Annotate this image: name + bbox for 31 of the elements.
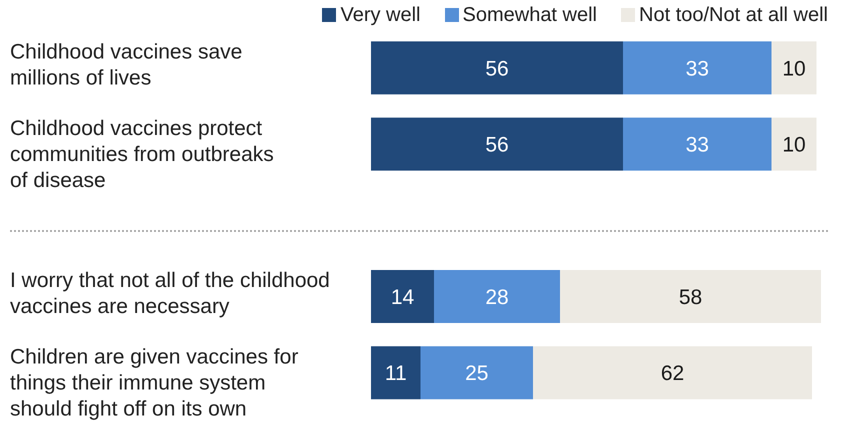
- bar: [371, 118, 623, 171]
- legend-label: Not too/Not at all well: [639, 4, 828, 26]
- data-label: 10: [782, 134, 806, 157]
- bar: [434, 270, 560, 324]
- y-tick-label: I worry that not all of the childhood vaccines are necessary: [10, 269, 330, 318]
- data-label: 58: [678, 286, 702, 309]
- y-tick-label: Children are given vaccines for things their immune system should fight off on its own: [10, 345, 298, 420]
- data-label: 11: [384, 362, 407, 386]
- bar: [371, 270, 434, 324]
- legend-label: Very well: [340, 4, 420, 26]
- data-label: 56: [485, 134, 509, 157]
- bar: [371, 41, 623, 94]
- legend-label: Somewhat well: [462, 4, 598, 26]
- bar: [533, 346, 812, 400]
- data-label: 62: [660, 362, 684, 386]
- data-label: 33: [686, 134, 709, 157]
- data-label: 33: [686, 57, 709, 80]
- y-tick-label: Childhood vaccines protect communities from outbreaks of disease: [10, 116, 274, 192]
- data-label: 10: [782, 57, 806, 80]
- data-label: 14: [390, 286, 414, 309]
- bar: [371, 346, 420, 400]
- bar: [623, 41, 772, 94]
- bar: [560, 270, 821, 324]
- data-label: 56: [485, 57, 509, 80]
- bar: [772, 118, 816, 171]
- bar: [420, 346, 533, 400]
- bar: [623, 118, 772, 171]
- data-label: 28: [485, 286, 509, 309]
- data-label: 25: [465, 362, 488, 386]
- y-tick-label: Childhood vaccines save millions of lives: [10, 40, 242, 90]
- bar: [772, 41, 816, 94]
